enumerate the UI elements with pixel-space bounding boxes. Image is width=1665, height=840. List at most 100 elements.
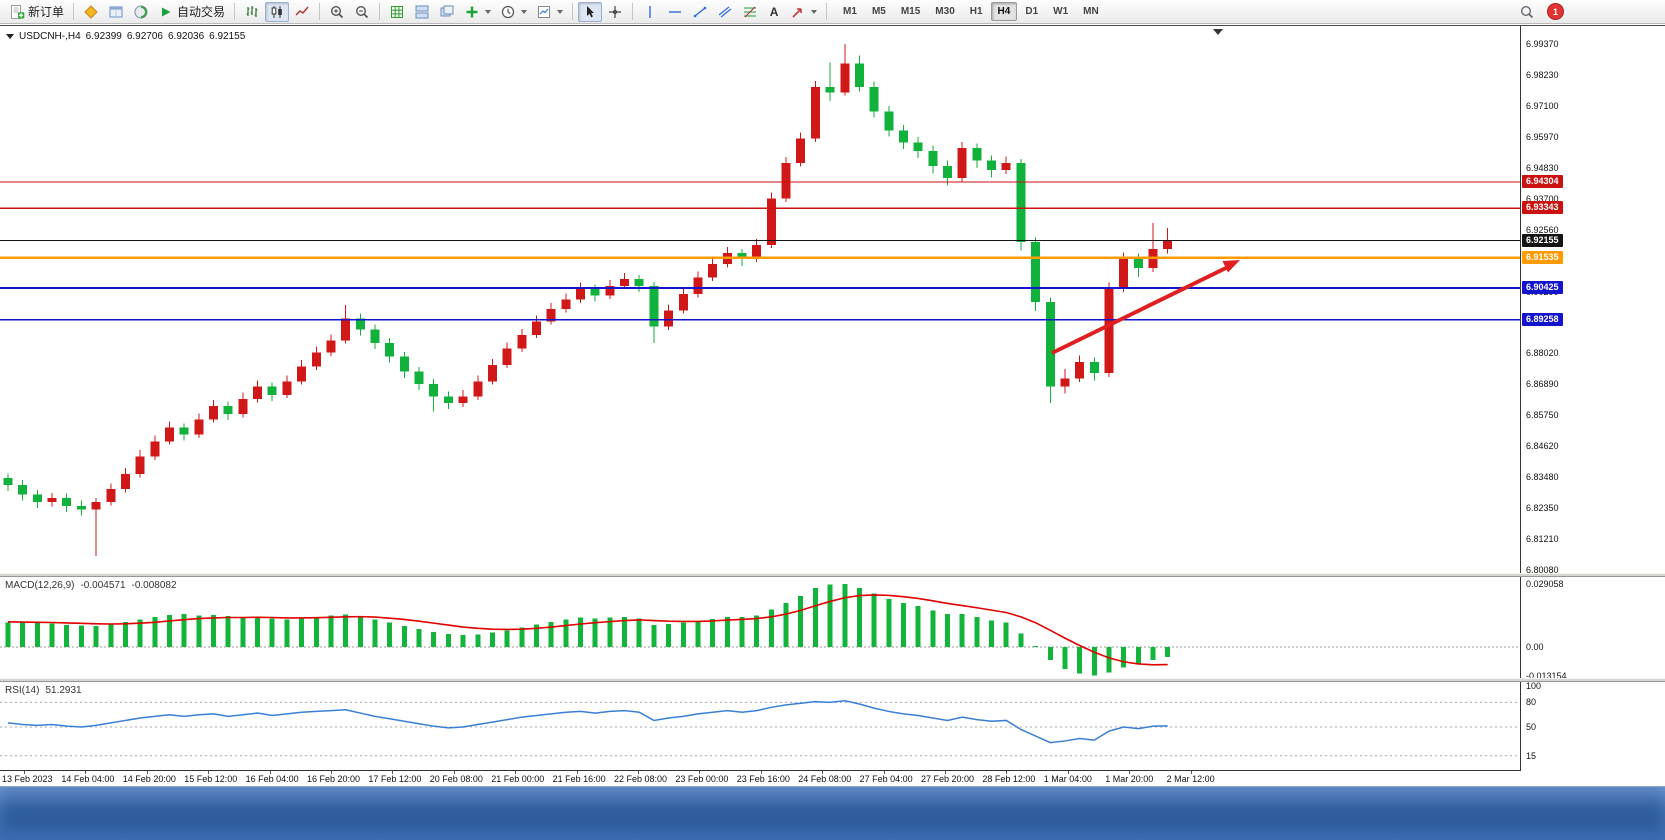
cascade-windows-icon [440,5,454,16]
timeframe-button-h1[interactable]: H1 [963,2,990,21]
time-axis-label: 28 Feb 12:00 [982,774,1036,784]
vertical-line-button[interactable] [638,2,662,22]
horizontal-lines-layer[interactable] [0,181,1520,321]
timeframe-button-w1[interactable]: W1 [1046,2,1075,21]
candlestick-chart-button[interactable] [265,1,290,22]
time-axis-tick [883,771,885,774]
auto-trading-label: 自动交易 [177,5,226,19]
rsi-name: RSI(14) [5,685,40,696]
time-axis-tick [1129,771,1131,774]
candlestick-chart-icon [271,5,282,18]
axis-label: 6.80080 [1526,564,1559,575]
horizontal-line-button[interactable] [663,2,687,22]
zoom-in-icon [331,5,344,18]
shapes-button[interactable] [786,2,821,22]
candles-layer [3,44,1173,556]
expand-arrow-icon[interactable] [6,34,14,39]
timeframe-button-d1[interactable]: D1 [1018,2,1045,21]
time-axis-tick [576,771,578,774]
time-axis-tick [269,771,271,774]
panel-separator[interactable] [0,678,1665,682]
low-value: 6.92036 [167,31,205,42]
horizontal-line-icon [669,10,682,13]
timeframe-button-mn[interactable]: MN [1076,2,1106,21]
new-order-button[interactable]: 新订单 [5,2,68,22]
time-axis-label: 20 Feb 08:00 [429,774,483,784]
trend-arrow[interactable] [1051,260,1240,355]
new-order-label: 新订单 [28,5,65,19]
line-chart-button[interactable] [290,2,314,22]
price-axis[interactable]: 6.99370 6.98230 6.97100 6.95970 6.94830 6.937… [1520,26,1665,771]
time-axis-label: 23 Feb 16:00 [736,774,790,784]
vertical-line-icon [649,5,651,18]
price-tag: 6.90425 [1522,280,1563,294]
macd-signal-value: -0.008082 [131,580,177,591]
indicators-button[interactable] [460,2,495,22]
price-chart [0,26,1520,573]
indicators-add-icon [466,6,478,17]
zoom-in-button[interactable] [325,2,349,22]
open-value: 6.92399 [85,31,122,42]
chevron-down-icon [485,9,492,14]
fibonacci-button[interactable] [738,2,762,22]
tile-windows-icon [415,5,429,18]
time-axis-label: 14 Feb 20:00 [122,774,176,784]
macd-name: MACD(12,26,9) [5,580,75,591]
crosshair-button[interactable] [603,2,627,22]
channel-button[interactable] [713,2,737,22]
timeframe-button-h4[interactable]: H4 [990,2,1018,21]
axis-label: 15 [1526,750,1537,761]
trendline-icon [693,6,707,17]
timeframe-button-m5[interactable]: M5 [865,2,893,21]
search-button[interactable] [1515,2,1539,22]
price-tag: 6.93343 [1522,201,1563,215]
axis-label: 6.99370 [1526,39,1559,49]
timeframe-button-m30[interactable]: M30 [928,2,961,21]
notification-badge[interactable]: 1 [1547,3,1564,20]
time-axis-tick [699,771,701,774]
axis-label: 0.00 [1526,642,1544,652]
market-watch-icon [84,4,98,19]
macd-signal-line [7,594,1168,666]
toolbar-divider [234,3,236,20]
panel-separator[interactable] [0,573,1665,577]
time-axis[interactable]: 13 Feb 2023 14 Feb 04:00 14 Feb 20:00 15 Fe… [0,770,1665,786]
auto-trading-button[interactable]: 自动交易 [154,2,229,22]
tile-windows-button[interactable] [410,2,434,22]
timeframes-menu-button[interactable] [496,2,531,22]
price-tag: 6.92155 [1522,233,1563,247]
windows-taskbar[interactable] [0,786,1665,840]
timeframe-button-m1[interactable]: M1 [836,2,864,21]
price-tag: 6.91535 [1522,250,1563,264]
cascade-windows-button[interactable] [435,2,459,22]
toolbar-divider [632,3,634,20]
navigator-button[interactable] [129,2,153,22]
cursor-button[interactable] [578,1,603,22]
market-watch-button[interactable] [79,2,103,22]
time-axis-label: 16 Feb 20:00 [307,774,361,784]
fibonacci-icon [744,6,757,17]
text-tool-button[interactable]: A [763,2,785,22]
text-tool-icon: A [769,4,779,19]
grid-button[interactable] [385,2,409,22]
data-window-button[interactable] [104,2,128,22]
axis-label: 6.92560 [1526,224,1559,235]
time-axis-label: 1 Mar 04:00 [1043,774,1092,784]
axis-label: 6.94830 [1526,162,1559,173]
new-order-icon [11,4,25,19]
zoom-out-button[interactable] [350,2,374,22]
timeframe-bar: M1 M5 M15 M30 H1 H4 D1 W1 MN [836,2,1106,21]
axis-label: 0.029058 [1526,578,1564,589]
axis-label: 80 [1526,697,1537,708]
trendline-button[interactable] [688,2,712,22]
bar-chart-button[interactable] [240,2,264,22]
chart-shift-marker[interactable] [1213,29,1223,35]
templates-button[interactable] [532,2,567,22]
time-axis-tick [1067,771,1069,774]
macd-panel [0,577,1520,678]
bar-chart-icon [246,5,258,17]
time-axis-tick [24,771,25,774]
timeframe-button-m15[interactable]: M15 [894,2,927,21]
time-axis-label: 17 Feb 12:00 [368,774,422,784]
axis-label: 6.83480 [1526,472,1559,483]
